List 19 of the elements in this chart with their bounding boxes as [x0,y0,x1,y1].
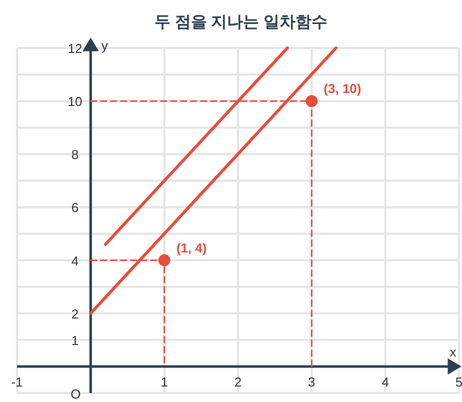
y-tick-label: 10 [68,94,82,110]
y-tick-label: 6 [71,200,79,216]
x-tick-label: 4 [382,374,389,390]
y-tick-label: 8 [71,147,79,162]
y-tick-label: 12 [68,41,82,56]
y-tick-label: 1 [71,332,79,348]
x-tick-label: 3 [308,374,316,390]
annotation: (1, 4) [176,240,207,256]
chart-title: 두 점을 지나는 일차함수 [154,14,328,31]
x-axis-title: x [450,344,457,360]
annotation: (3, 10) [324,81,362,96]
annotation: O [70,386,81,402]
x-tick-label: 2 [234,374,242,390]
y-tick-label: 2 [71,306,79,322]
y-tick-label: 4 [71,253,79,268]
x-tick-label: 5 [455,374,462,390]
y-axis-title: y [101,38,108,53]
x-tick-label: 1 [160,374,168,390]
x-tick-label: -1 [11,374,23,390]
